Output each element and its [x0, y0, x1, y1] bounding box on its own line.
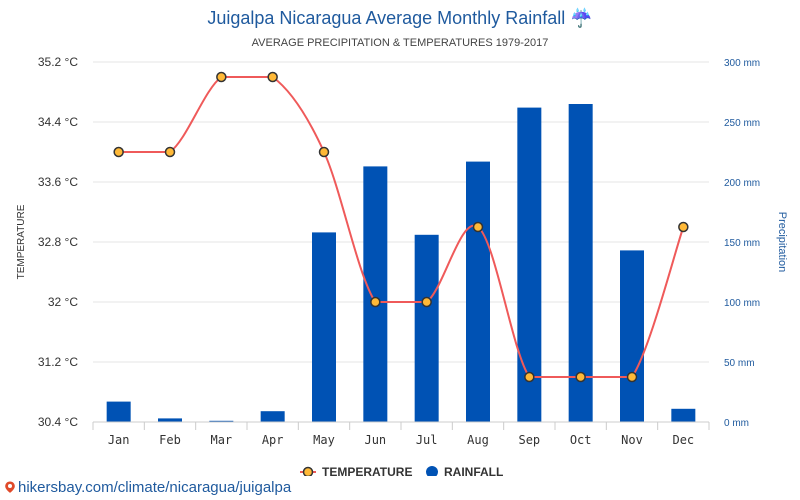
- temperature-point[interactable]: [267, 71, 278, 83]
- temperature-line: [113, 71, 689, 383]
- temperature-point[interactable]: [318, 146, 330, 158]
- rainfall-bar[interactable]: [568, 104, 593, 422]
- x-tick-label: Apr: [262, 433, 284, 447]
- grid: [93, 61, 709, 423]
- x-tick-label: May: [313, 433, 335, 447]
- y-left-tick-label: 35.2 °C: [38, 55, 78, 69]
- temperature-point[interactable]: [626, 371, 638, 383]
- x-tick-label: Jun: [364, 433, 386, 447]
- x-tick-label: Aug: [467, 433, 489, 447]
- temperature-point[interactable]: [113, 146, 124, 158]
- y-right-tick-label: 150 mm: [724, 238, 760, 249]
- y-left-tick-label: 34.4 °C: [38, 115, 78, 129]
- legend-rainfall-marker: [426, 466, 438, 476]
- y-left-tick-label: 32 °C: [48, 295, 78, 309]
- temperature-point[interactable]: [472, 221, 484, 233]
- y-left-tick-label: 33.6 °C: [38, 175, 78, 189]
- rainfall-bar[interactable]: [414, 234, 439, 422]
- rainfall-bar[interactable]: [209, 420, 234, 422]
- y-right-tick-label: 0 mm: [724, 418, 749, 429]
- rainfall-bar[interactable]: [106, 401, 131, 422]
- chart: Juigalpa Nicaragua Average Monthly Rainf…: [16, 7, 788, 476]
- temperature-point[interactable]: [216, 71, 227, 83]
- rainfall-bar[interactable]: [158, 418, 182, 422]
- source-link-text: hikersbay.com/climate/nicaragua/juigalpa: [18, 479, 292, 496]
- rainfall-bar[interactable]: [466, 161, 490, 422]
- chart-title: Juigalpa Nicaragua Average Monthly Rainf…: [207, 7, 592, 28]
- legend-rainfall-label: RAINFALL: [444, 465, 503, 476]
- rainfall-bars: [106, 104, 696, 422]
- location-pin-icon: [5, 481, 15, 493]
- rainfall-bar[interactable]: [517, 107, 542, 422]
- legend-temperature-label: TEMPERATURE: [322, 465, 412, 476]
- y-left-tick-label: 32.8 °C: [38, 235, 78, 249]
- temperature-point[interactable]: [575, 371, 586, 383]
- y-right-tick-label: 50 mm: [724, 358, 755, 369]
- x-tick-label: Jul: [416, 433, 438, 447]
- y-right-tick-label: 300 mm: [724, 58, 760, 69]
- source-link[interactable]: hikersbay.com/climate/nicaragua/juigalpa: [4, 479, 291, 496]
- x-tick-label: Jan: [108, 433, 130, 447]
- x-tick-label: Mar: [210, 433, 232, 447]
- y-right-tick-label: 100 mm: [724, 298, 760, 309]
- legend-item-rainfall[interactable]: RAINFALL: [426, 465, 503, 476]
- y-right-tick-label: 250 mm: [724, 118, 760, 129]
- axes: 35.2 °C 34.4 °C 33.6 °C 32.8 °C 32 °C 31.2 °C…: [38, 55, 760, 447]
- x-tick-label: Nov: [621, 433, 643, 447]
- legend-temperature-marker: [302, 466, 314, 476]
- rainfall-bar[interactable]: [260, 411, 285, 422]
- legend-item-temperature[interactable]: TEMPERATURE: [300, 465, 412, 476]
- temperature-point[interactable]: [421, 296, 432, 308]
- rainfall-bar[interactable]: [671, 408, 696, 422]
- x-tick-label: Dec: [672, 433, 694, 447]
- x-tick-label: Feb: [159, 433, 181, 447]
- y-axis-right-title: Precipitation: [776, 212, 788, 273]
- rainfall-bar[interactable]: [620, 250, 644, 422]
- rainfall-bar[interactable]: [363, 166, 388, 422]
- y-axis-left-title: TEMPERATURE: [16, 204, 27, 279]
- temperature-point[interactable]: [370, 296, 381, 308]
- rainfall-bar[interactable]: [312, 232, 336, 422]
- temperature-point[interactable]: [524, 371, 535, 383]
- x-tick-label: Oct: [570, 433, 592, 447]
- chart-subtitle: AVERAGE PRECIPITATION & TEMPERATURES 197…: [252, 37, 549, 49]
- y-left-tick-label: 30.4 °C: [38, 415, 78, 429]
- temperature-point[interactable]: [678, 221, 689, 233]
- y-left-tick-label: 31.2 °C: [38, 355, 78, 369]
- temperature-point[interactable]: [164, 146, 176, 158]
- y-right-tick-label: 200 mm: [724, 178, 760, 189]
- x-tick-label: Sep: [518, 433, 540, 447]
- legend: TEMPERATURE RAINFALL: [300, 465, 503, 476]
